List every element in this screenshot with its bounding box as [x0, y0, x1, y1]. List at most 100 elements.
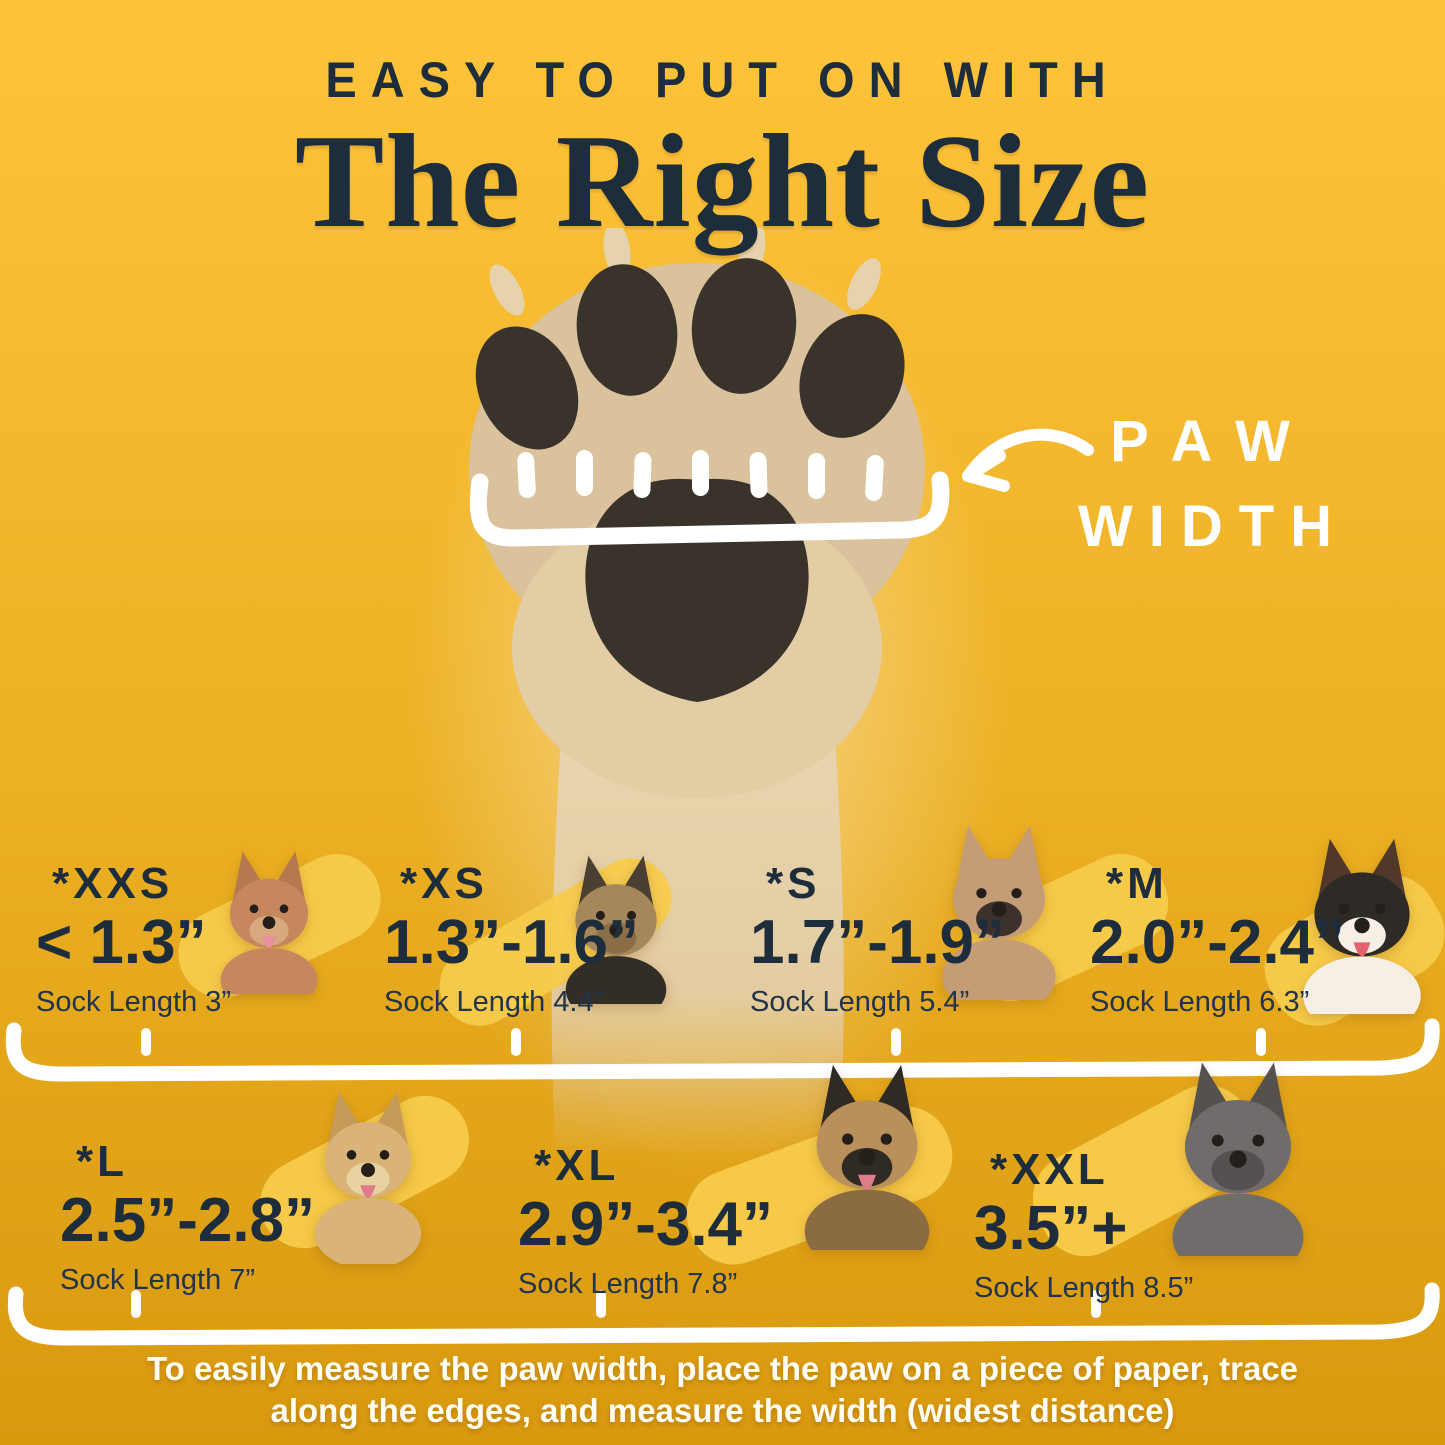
dog-tongue [1353, 942, 1371, 957]
dog-tongue [858, 1174, 876, 1190]
size-group-bracket-small [5, 1018, 1440, 1082]
size-code: *XS [400, 859, 488, 908]
header-kicker: EASY TO PUT ON WITH [325, 51, 1120, 108]
sock-length: Sock Length 7” [60, 1264, 256, 1296]
paw-width-range: 3.5”+ [974, 1194, 1128, 1263]
paw-claw [603, 222, 631, 278]
size-code: *L [76, 1137, 128, 1186]
measuring-instructions: To easily measure the paw width, place t… [0, 1348, 1445, 1432]
dog-nose [1354, 917, 1370, 934]
dog-photo-german-shepherd [778, 1052, 956, 1250]
dog-eye [279, 904, 289, 914]
dog-eye [1252, 1134, 1265, 1147]
dog-photo-yorkshire-terrier-puppy [540, 846, 692, 1004]
dog-chest [565, 956, 667, 1004]
dog-eye [1011, 888, 1022, 899]
page-title: The Right Size [294, 107, 1151, 255]
paw-toe-pad [576, 264, 678, 396]
dog-eye [842, 1133, 854, 1145]
dog-head [816, 1100, 918, 1190]
dog-chest [1172, 1193, 1304, 1256]
dog-muzzle [249, 915, 289, 946]
dog-eye [976, 888, 987, 899]
dog-nose [1229, 1150, 1247, 1168]
dog-nose [262, 916, 276, 929]
paw-width-label-line1: PAW [1110, 409, 1316, 474]
bracket-tick [511, 1028, 521, 1056]
dog-photo-great-dane [1142, 1050, 1334, 1256]
sock-length: Sock Length 8.5” [974, 1272, 1194, 1304]
size-card-xxs: *XXS < 1.3” Sock Length 3” [36, 859, 232, 1019]
bracket-tick [141, 1028, 151, 1056]
paw-width-label: PAW WIDTH [1048, 408, 1378, 560]
size-card-l: *L 2.5”-2.8” Sock Length 7” [60, 1137, 316, 1297]
bracket-tick [891, 1028, 901, 1056]
size-code: *XL [534, 1141, 620, 1190]
dog-eye [249, 904, 259, 914]
bracket-tick [131, 1290, 141, 1318]
size-card-xl: *XL 2.9”-3.4” Sock Length 7.8” [518, 1141, 774, 1301]
paw-width-range: 2.9”-3.4” [518, 1190, 774, 1259]
dog-muzzle [841, 1148, 893, 1187]
size-card-xs: *XS 1.3”-1.6” Sock Length 4.4” [384, 859, 640, 1019]
paw-toe-pad [475, 326, 579, 450]
sock-length: Sock Length 3” [36, 986, 232, 1018]
bracket-tick [596, 1290, 606, 1318]
paw-width-tick [576, 450, 593, 496]
size-code: *S [766, 859, 821, 908]
dog-tongue [262, 936, 276, 948]
dog-nose [991, 901, 1007, 917]
size-code: *XXS [52, 859, 174, 908]
instructions-line2: along the edges, and measure the width (… [270, 1392, 1175, 1429]
dog-eye [627, 910, 637, 920]
dog-chest [804, 1189, 930, 1250]
sock-length: Sock Length 6.3” [1090, 986, 1310, 1018]
dog-tongue [360, 1185, 376, 1198]
paw-toe-pad [799, 314, 905, 438]
bracket-tick [1256, 1028, 1266, 1056]
size-group-bracket-large [7, 1282, 1440, 1346]
bracket-tick [1091, 1290, 1101, 1318]
dog-muzzle [1211, 1149, 1265, 1191]
dog-eye [1211, 1134, 1224, 1147]
dog-eye [346, 1150, 357, 1160]
paw-toe-pad [691, 258, 797, 394]
paw-width-range: 1.7”-1.9” [750, 908, 1006, 977]
dog-head [953, 858, 1045, 940]
dog-eye [1374, 903, 1386, 915]
paw-width-arrow-icon [962, 428, 1094, 492]
dog-chest [1303, 956, 1421, 1014]
dog-chest [942, 939, 1056, 1000]
dog-eye [1338, 903, 1350, 915]
size-card-xxl: *XXL 3.5”+ Sock Length 8.5” [974, 1145, 1194, 1305]
dog-chest [220, 947, 318, 994]
dog-nose [361, 1163, 375, 1178]
sock-length: Sock Length 5.4” [750, 986, 970, 1018]
sock-length: Sock Length 4.4” [384, 986, 604, 1018]
dog-muzzle [1338, 917, 1386, 954]
paw-width-label-line2: WIDTH [1077, 494, 1349, 559]
dog-chest [314, 1197, 422, 1264]
paw-width-range: 2.5”-2.8” [60, 1186, 316, 1255]
dog-nose [609, 923, 623, 937]
paw-claw [489, 264, 525, 316]
dog-photo-french-bulldog [918, 808, 1080, 1000]
paw-width-range: 1.3”-1.6” [384, 908, 640, 977]
dog-photo-chihuahua [198, 842, 340, 994]
paw-width-range: < 1.3” [36, 908, 207, 977]
size-code: *XXL [990, 1145, 1109, 1194]
size-card-m: *M 2.0”-2.4” Sock Length 6.3” [1090, 859, 1346, 1019]
size-code: *M [1106, 859, 1168, 908]
dog-photo-golden-retriever [292, 1066, 444, 1264]
dog-muzzle [346, 1162, 390, 1196]
dog-muzzle [595, 922, 637, 954]
paw-width-range: 2.0”-2.4” [1090, 908, 1346, 977]
dog-eye [379, 1150, 390, 1160]
dog-muzzle [976, 901, 1022, 937]
paw-width-tick [692, 450, 709, 496]
sock-length: Sock Length 7.8” [518, 1268, 738, 1300]
instructions-line1: To easily measure the paw width, place t… [146, 1350, 1299, 1387]
dog-head [1314, 872, 1410, 957]
dog-nose [858, 1148, 876, 1166]
